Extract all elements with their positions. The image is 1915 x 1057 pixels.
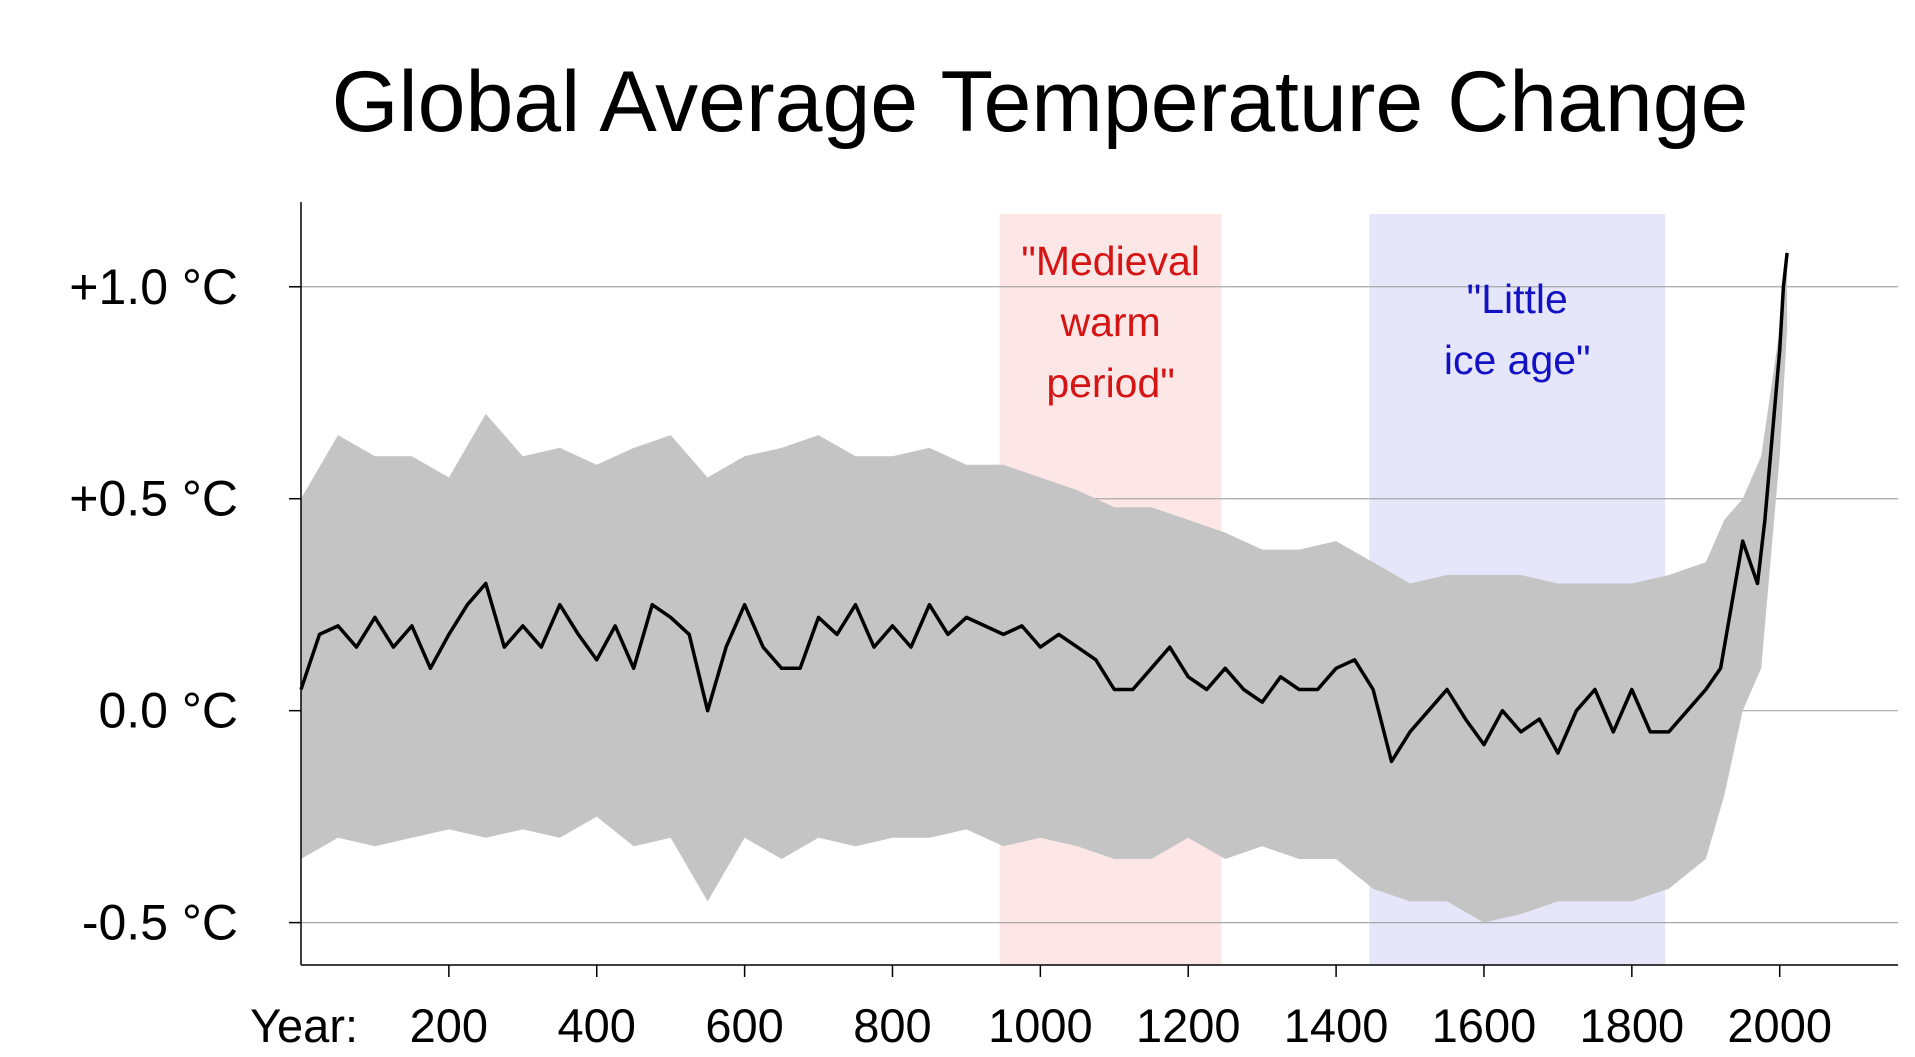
data-series [299,244,1789,923]
x-tick-label: 1800 [1580,999,1685,1052]
tick-marks [289,286,1781,977]
x-tick-label: 1400 [1284,999,1389,1052]
x-tick-label: 600 [705,999,783,1052]
x-tick-label: 1600 [1432,999,1537,1052]
y-tick-label: +1.0 °C [69,259,238,315]
x-tick-label: 2000 [1727,999,1832,1052]
tick-labels: Year: +1.0 °C +0.5 °C 0.0 °C -0.5 °C 200 400 6… [69,259,1832,1052]
x-tick-label: 200 [410,999,488,1052]
little-ice-age-label-line: "Little [1467,276,1568,322]
x-tick-label: 1200 [1136,999,1241,1052]
chart-title: Global Average Temperature Change [332,54,1749,150]
period-labels: "Medieval warm period" "Little ice age" [1021,238,1590,406]
y-tick-label: -0.5 °C [82,895,238,951]
y-tick-label: 0.0 °C [98,683,238,739]
uncertainty-band [301,244,1788,923]
medieval-warm-period-label-line: "Medieval [1021,238,1200,284]
x-tick-label: 1000 [988,999,1093,1052]
little-ice-age-label-line: ice age" [1444,337,1591,383]
medieval-warm-period-label-line: period" [1046,360,1175,406]
x-axis-label: Year: [250,999,358,1052]
y-tick-label: +0.5 °C [69,471,238,527]
x-tick-label: 400 [558,999,636,1052]
x-tick-label: 800 [853,999,931,1052]
mean-temperature-line [299,252,1789,764]
medieval-warm-period-label-line: warm [1059,299,1160,345]
